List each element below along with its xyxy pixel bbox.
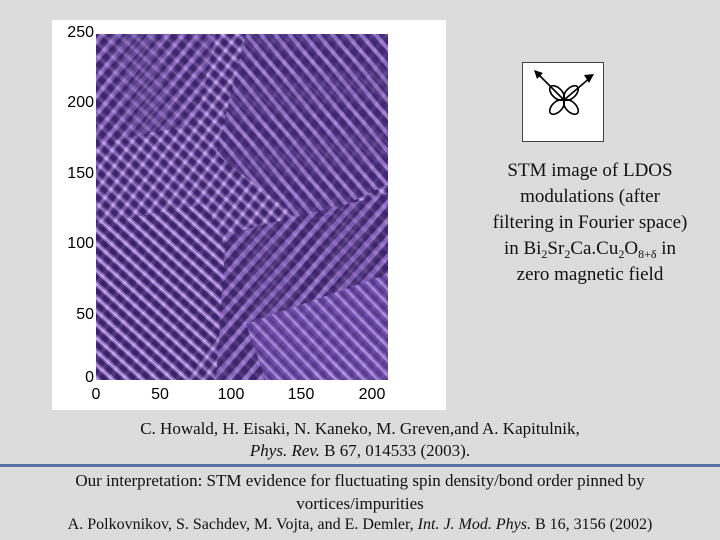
interpretation-text: Our interpretation: STM evidence for flu… [75, 471, 645, 513]
x-tick-label: 150 [287, 386, 315, 403]
y-tick-label: 250 [67, 24, 94, 41]
reference-citation: B 16, 3156 (2002) [530, 516, 653, 533]
subscript: 2 [541, 247, 548, 261]
caption-line: filtering in Fourier space) [492, 212, 688, 233]
caption-text: Ca.Cu [570, 238, 619, 259]
x-tick-label: 100 [217, 386, 245, 403]
reference-authors: A. Polkovnikov, S. Sachdev, M. Vojta, an… [67, 516, 418, 533]
inset-diagram [522, 62, 604, 142]
caption-line: zero magnetic field [516, 264, 664, 285]
y-tick-label: 50 [76, 306, 94, 323]
caption-line: modulations (after [520, 186, 660, 207]
reference-journal: Phys. Rev. [249, 441, 320, 460]
reference-authors: C. Howald, H. Eisaki, N. Kaneko, M. Grev… [140, 419, 580, 438]
reference-polkovnikov: A. Polkovnikov, S. Sachdev, M. Vojta, an… [0, 515, 720, 535]
caption-text: O [624, 238, 639, 259]
subscript: 8+δ [638, 247, 657, 261]
caption-formula-line: in Bi2Sr2Ca.Cu2O8+δ in [462, 236, 718, 262]
y-tick-label: 200 [67, 94, 94, 111]
d-orbital-with-arrows-icon [534, 70, 594, 116]
caption-text: in [656, 238, 677, 259]
y-tick-label: 0 [85, 369, 94, 386]
divider [0, 464, 720, 467]
x-tick-label: 200 [358, 386, 386, 403]
reference-citation-line: Phys. Rev. B 67, 014533 (2003). [0, 440, 720, 462]
caption-text: in Bi [503, 238, 542, 259]
figure-caption: STM image of LDOS modulations (after fil… [462, 158, 718, 288]
subscript: 2 [564, 247, 571, 261]
stm-ldos-image [96, 34, 388, 380]
y-tick-label: 150 [67, 165, 94, 182]
reference-howald: C. Howald, H. Eisaki, N. Kaneko, M. Grev… [0, 418, 720, 462]
y-tick-label: 100 [67, 235, 94, 252]
x-tick-label: 50 [151, 386, 169, 403]
caption-line: STM image of LDOS [507, 160, 673, 181]
caption-text: Sr [547, 238, 565, 259]
subscript: 2 [618, 247, 625, 261]
x-tick-label: 0 [91, 386, 101, 403]
reference-journal: Int. J. Mod. Phys. [417, 516, 531, 533]
reference-citation: B 67, 014533 (2003). [319, 441, 471, 460]
